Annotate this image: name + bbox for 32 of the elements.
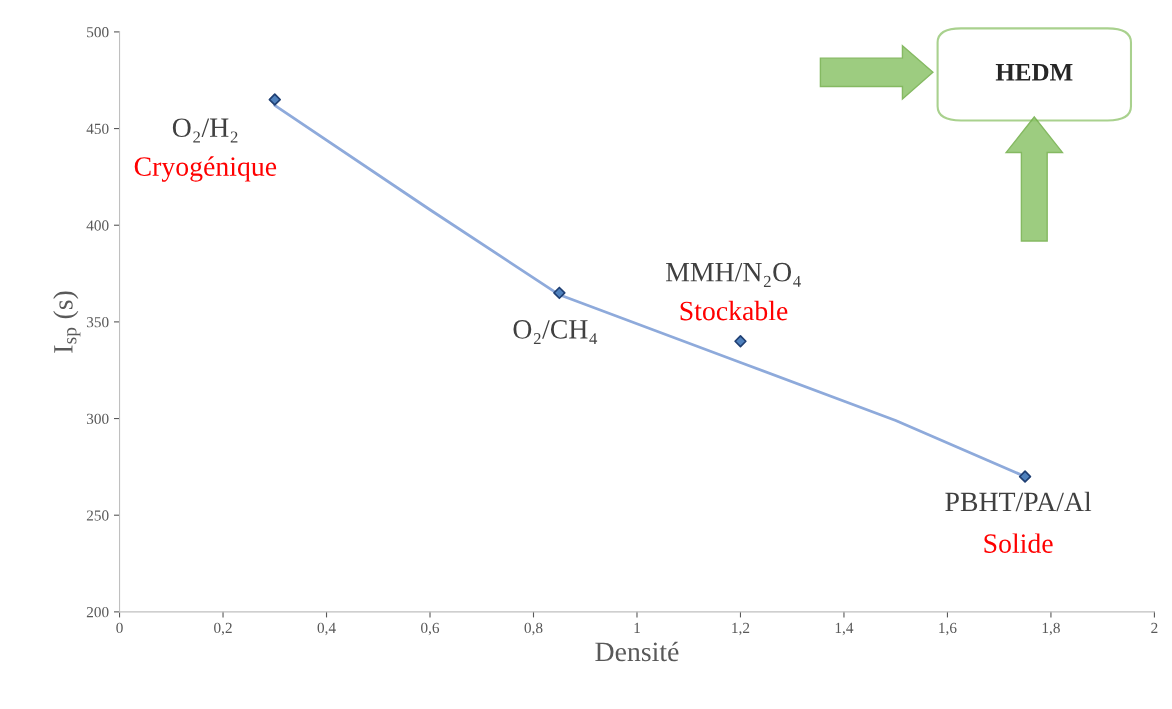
annotation: MMH/N₂O₄ [665, 262, 801, 287]
x-tick-label: 1,6 [939, 622, 957, 636]
x-axis-title: Densité [595, 641, 679, 662]
annotation: O₂/CH₄ [513, 320, 598, 345]
x-tick-label: 0,2 [214, 622, 232, 636]
y-tick-label: 500 [87, 27, 109, 38]
y-tick-label: 400 [86, 220, 109, 231]
x-tick-label: 0,4 [317, 622, 336, 636]
y-tick-label: 250 [86, 510, 109, 521]
point [734, 335, 747, 348]
point [553, 286, 566, 300]
x-tick-label: 1,4 [835, 622, 854, 636]
x-tick-label: 1 [634, 622, 640, 633]
annotation: Stockable [680, 300, 788, 321]
annotation: HEDM [995, 64, 1073, 81]
annotation: PBHT/PA/Al [945, 491, 1092, 512]
x-tick-label: 0 [116, 622, 123, 634]
y-axis-title: I$_{sp}$ (s) [53, 291, 81, 353]
x-tick-label: 1,2 [732, 622, 750, 636]
y-tick-label: 450 [86, 123, 109, 135]
x-tick-label: 1,8 [1042, 622, 1060, 636]
y-tick-label: 300 [86, 413, 109, 424]
y-tick-label: 350 [86, 317, 109, 328]
x-tick-label: 0,8 [524, 622, 543, 636]
point [268, 93, 281, 106]
annotation: Solide [984, 533, 1053, 553]
x-tick-label: 2 [1151, 622, 1158, 633]
y-tick-label: 200 [86, 607, 109, 618]
annotation: O₂/H₂ [172, 118, 238, 143]
annotation: Cryogénique [134, 156, 277, 182]
x-tick-label: 0,6 [421, 622, 440, 636]
point [1018, 470, 1032, 483]
